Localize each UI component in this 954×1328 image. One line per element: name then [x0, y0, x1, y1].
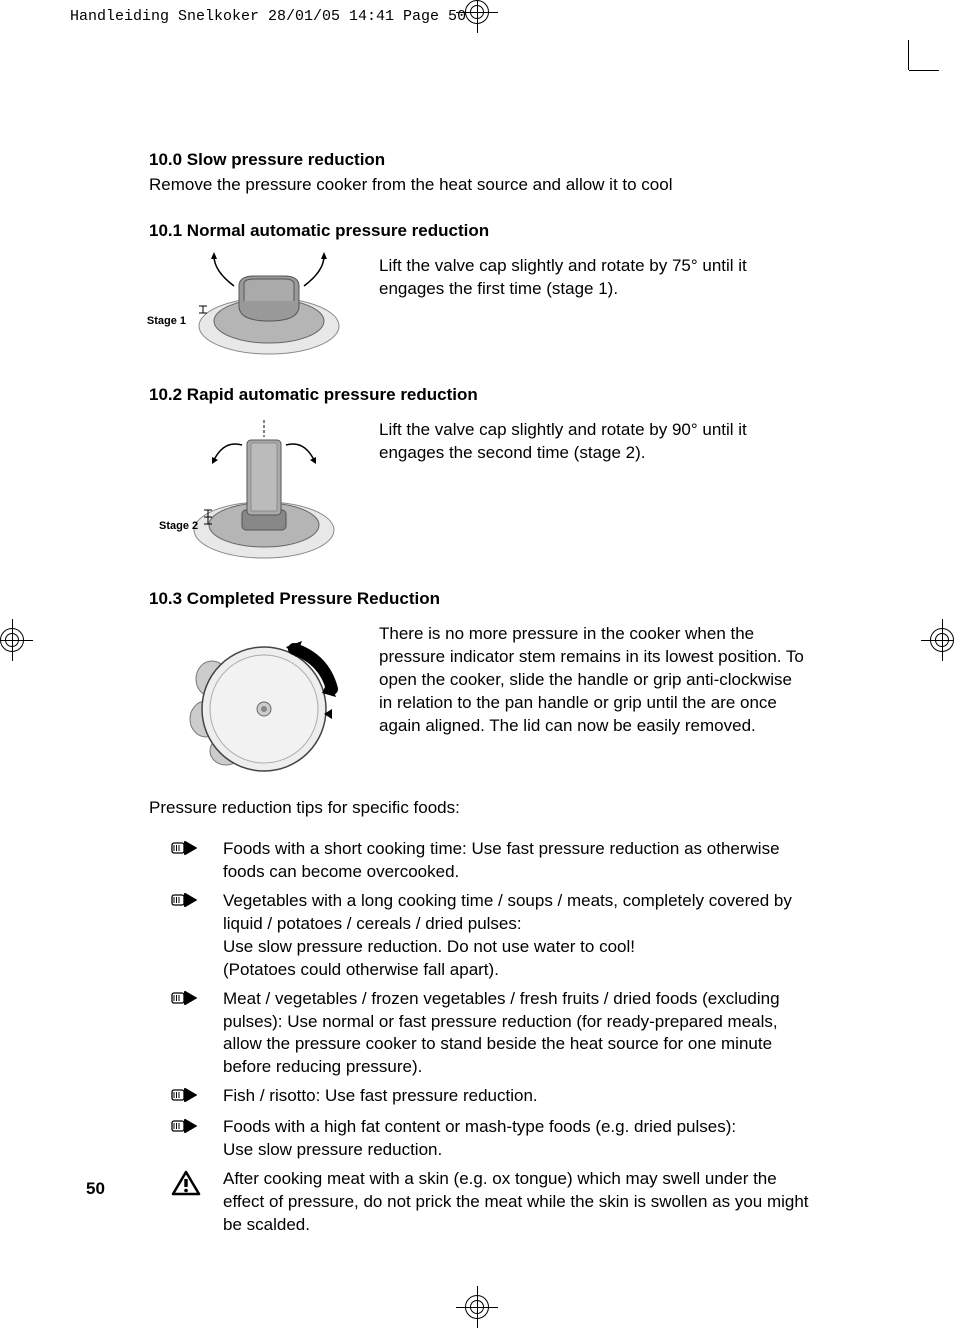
- tip-row: Fish / risotto: Use fast pressure reduct…: [149, 1085, 809, 1110]
- tip-text: Foods with a high fat content or mash-ty…: [223, 1116, 809, 1162]
- page-number: 50: [86, 1179, 105, 1199]
- crop-mark: [909, 70, 939, 71]
- section-10-0: 10.0 Slow pressure reduction Remove the …: [149, 150, 809, 197]
- registration-mark-left: [0, 628, 24, 652]
- tip-text: Foods with a short cooking time: Use fas…: [223, 838, 809, 884]
- heading-10-2: 10.2 Rapid automatic pressure reduction: [149, 385, 809, 405]
- text-10-0: Remove the pressure cooker from the heat…: [149, 174, 809, 197]
- pointing-hand-icon: [171, 1116, 203, 1162]
- stage-1-label-text: Stage 1: [147, 315, 186, 327]
- tip-text: Vegetables with a long cooking time / so…: [223, 890, 809, 982]
- tip-text: Meat / vegetables / frozen vegetables / …: [223, 988, 809, 1080]
- crop-mark: [908, 40, 909, 70]
- tips-intro: Pressure reduction tips for specific foo…: [149, 798, 809, 818]
- pointing-hand-icon: [171, 1085, 203, 1110]
- tip-row: Meat / vegetables / frozen vegetables / …: [149, 988, 809, 1080]
- heading-10-0: 10.0 Slow pressure reduction: [149, 150, 809, 170]
- illustration-completed: [149, 619, 359, 774]
- tip-row: Foods with a high fat content or mash-ty…: [149, 1116, 809, 1162]
- registration-mark-top: [465, 0, 489, 24]
- illustration-stage-2: Stage 2: [149, 415, 359, 565]
- pointing-hand-icon: [171, 890, 203, 982]
- text-10-3: There is no more pressure in the cooker …: [379, 619, 809, 738]
- stage-2-label-text: Stage 2: [159, 520, 198, 532]
- section-10-1: 10.1 Normal automatic pressure reduction: [149, 221, 809, 361]
- section-10-3: 10.3 Completed Pressure Reduction Th: [149, 589, 809, 774]
- text-10-1: Lift the valve cap slightly and rotate b…: [379, 251, 809, 301]
- tip-text: After cooking meat with a skin (e.g. ox …: [223, 1168, 809, 1237]
- tips-list: Foods with a short cooking time: Use fas…: [149, 838, 809, 1237]
- registration-mark-right: [930, 628, 954, 652]
- page-content: 10.0 Slow pressure reduction Remove the …: [149, 150, 809, 1243]
- section-10-2: 10.2 Rapid automatic pressure reduction: [149, 385, 809, 565]
- text-10-2: Lift the valve cap slightly and rotate b…: [379, 415, 809, 465]
- registration-mark-bottom: [465, 1295, 489, 1319]
- tip-row: Vegetables with a long cooking time / so…: [149, 890, 809, 982]
- tip-row: Foods with a short cooking time: Use fas…: [149, 838, 809, 884]
- tip-row: After cooking meat with a skin (e.g. ox …: [149, 1168, 809, 1237]
- pointing-hand-icon: [171, 988, 203, 1080]
- illustration-stage-1: Stage 1: [149, 251, 359, 361]
- pointing-hand-icon: [171, 838, 203, 884]
- tip-text: Fish / risotto: Use fast pressure reduct…: [223, 1085, 809, 1110]
- heading-10-1: 10.1 Normal automatic pressure reduction: [149, 221, 809, 241]
- heading-10-3: 10.3 Completed Pressure Reduction: [149, 589, 809, 609]
- print-header: Handleiding Snelkoker 28/01/05 14:41 Pag…: [70, 8, 466, 25]
- warning-icon: [171, 1168, 203, 1237]
